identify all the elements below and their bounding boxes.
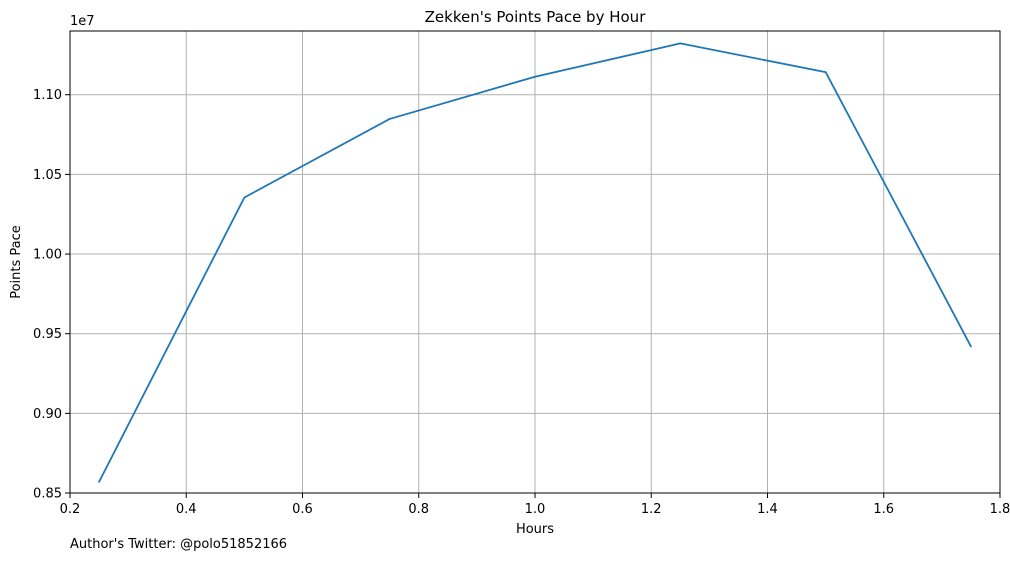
x-tick-label: 0.8 <box>408 502 429 517</box>
y-tick-label: 1.00 <box>33 248 62 263</box>
y-axis-ticks: 0.85 0.90 0.95 1.00 1.05 1.10 <box>33 88 70 502</box>
y-tick-label: 0.90 <box>33 407 62 422</box>
y-offset-label: 1e7 <box>70 14 95 29</box>
x-tick-label: 1.6 <box>873 502 894 517</box>
data-point <box>970 345 972 348</box>
data-point <box>679 42 682 45</box>
x-tick-label: 1.2 <box>641 502 662 517</box>
x-tick-label: 0.4 <box>176 502 197 517</box>
x-tick-label: 1.0 <box>525 502 546 517</box>
series-layer <box>98 42 972 483</box>
y-tick-label: 1.10 <box>33 88 62 103</box>
data-point <box>388 118 391 120</box>
x-axis-title: Hours <box>516 522 554 537</box>
x-tick-label: 1.8 <box>990 502 1010 517</box>
x-axis-ticks: 0.2 0.4 0.6 0.8 1.0 1.2 1.4 1.6 1.8 <box>60 493 1010 517</box>
y-tick-label: 0.85 <box>33 487 62 502</box>
author-twitter-note: Author's Twitter: @polo51852166 <box>70 537 288 552</box>
y-axis-title: Points Pace <box>9 225 24 299</box>
x-tick-label: 1.4 <box>757 502 778 517</box>
y-tick-label: 1.05 <box>33 168 62 183</box>
chart-title: Zekken's Points Pace by Hour <box>425 8 647 26</box>
data-point <box>243 196 246 199</box>
data-point <box>824 71 827 74</box>
data-point <box>98 480 100 483</box>
data-point <box>534 75 536 78</box>
y-tick-label: 0.95 <box>33 327 62 342</box>
grid <box>69 31 1001 494</box>
x-tick-label: 0.6 <box>292 502 313 517</box>
x-tick-label: 0.2 <box>60 502 81 517</box>
plot-area-frame <box>69 30 1001 494</box>
